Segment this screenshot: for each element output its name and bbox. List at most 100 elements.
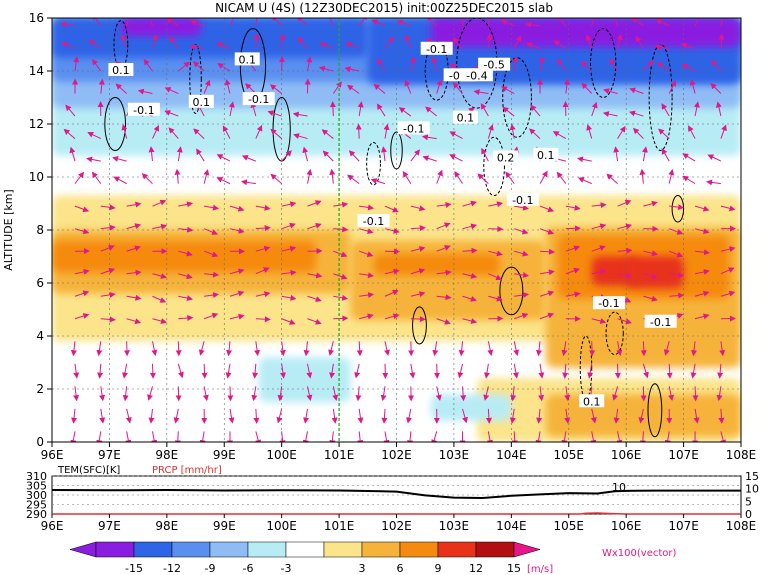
- wind-vector: [328, 341, 335, 356]
- wind-vector: [178, 315, 194, 321]
- temperature-tick-label: 310: [26, 470, 47, 483]
- colorbar-boxes: [69, 541, 541, 558]
- wind-vector: [99, 408, 106, 424]
- wind-vector: [174, 431, 181, 442]
- wind-vector: [502, 106, 515, 117]
- surface-x-tick-label: 105E: [554, 519, 585, 533]
- wind-vector: [396, 19, 412, 27]
- wind-vector: [357, 101, 364, 117]
- wind-vector: [74, 268, 90, 275]
- wind-vector: [669, 292, 685, 299]
- wind-vector: [100, 204, 116, 211]
- wind-vector: [115, 83, 127, 94]
- y-tick-label: 2: [36, 382, 44, 396]
- wind-vector: [199, 431, 206, 442]
- colorbar-box: [285, 541, 325, 558]
- contour-label-box: [493, 150, 519, 164]
- colorbar-box: [399, 541, 439, 558]
- temperature-tick-label: 290: [26, 508, 47, 521]
- wind-vector: [333, 273, 348, 280]
- contour-label-box: [592, 296, 625, 310]
- wind-vector: [613, 146, 620, 162]
- wind-vector: [100, 267, 115, 275]
- wind-vector: [553, 40, 567, 49]
- wind-vector: [203, 228, 218, 235]
- wind-vector: [178, 250, 193, 257]
- wind-vector: [613, 408, 620, 424]
- wind-vector: [657, 62, 670, 72]
- wind-vector: [694, 18, 702, 27]
- contour-line: [390, 131, 403, 170]
- wind-vector: [539, 290, 555, 297]
- wind-vector: [86, 156, 101, 163]
- surface-x-tick-label: 97E: [98, 519, 121, 533]
- wind-vector: [198, 341, 205, 356]
- wind-vector: [177, 363, 184, 379]
- wind-vector: [255, 291, 271, 298]
- wind-vector: [718, 33, 725, 49]
- wind-vector: [122, 386, 129, 402]
- wind-vector: [529, 128, 541, 139]
- wind-vector: [410, 268, 426, 275]
- wind-vector: [720, 18, 723, 27]
- wind-vector: [355, 123, 362, 139]
- wind-vector: [112, 155, 127, 162]
- contour-label: 0.1: [537, 149, 555, 162]
- wind-vector: [357, 431, 364, 442]
- wind-vector: [333, 201, 349, 208]
- wind-vector: [216, 42, 231, 49]
- x-axis: 96E 97E 98E 99E 100E 101E 102E 103E 104E 105E 106E…: [41, 442, 756, 462]
- wind-vector: [113, 176, 127, 185]
- wind-vector: [693, 408, 700, 424]
- wind-vector: [510, 386, 517, 402]
- wind-vector: [318, 65, 334, 72]
- wind-vector: [241, 155, 257, 162]
- wind-vector: [204, 204, 219, 211]
- wind-vector: [384, 227, 400, 234]
- wind-vector: [611, 18, 619, 27]
- wind-vector: [436, 201, 452, 208]
- wind-vector: [539, 312, 555, 320]
- wind-vector: [217, 63, 231, 72]
- wind-vector: [539, 170, 548, 184]
- y-tick-label: 6: [36, 276, 44, 290]
- wind-vector: [329, 101, 336, 117]
- wind-vector: [331, 408, 338, 424]
- wind-vector: [245, 83, 257, 94]
- wind-vector: [253, 33, 260, 49]
- colorbar-tick-label: 6: [397, 562, 404, 575]
- contour-label: 0.1: [193, 96, 211, 109]
- wind-vector: [147, 386, 153, 401]
- wind-vector: [591, 268, 607, 275]
- surface-x-tick-label: 103E: [439, 519, 470, 533]
- colorbar-tick-label: 12: [469, 562, 483, 575]
- wind-vector: [565, 267, 581, 275]
- wind-vector: [91, 58, 102, 72]
- wind-vector: [668, 169, 675, 184]
- wind-vector: [603, 88, 618, 95]
- wind-vector: [178, 273, 193, 280]
- wind-vector: [654, 44, 670, 51]
- wind-vector: [329, 431, 336, 442]
- wind-vector: [126, 294, 142, 301]
- wind-vector: [125, 431, 132, 442]
- wind-vector: [203, 250, 219, 258]
- wind-vector: [189, 44, 205, 51]
- wind-vector: [617, 199, 632, 207]
- wind-vector: [203, 169, 210, 184]
- wind-vector: [168, 127, 179, 139]
- precipitation-tick-label: 0: [745, 508, 752, 521]
- temperature-tick-label: 295: [26, 499, 47, 512]
- wind-vector: [302, 431, 309, 442]
- wind-vector: [669, 204, 685, 211]
- wind-vector: [196, 148, 205, 162]
- wind-vector: [511, 431, 518, 442]
- wind-vector: [307, 318, 322, 325]
- wind-vector: [229, 313, 245, 320]
- wind-vector: [591, 18, 597, 27]
- wind-vector: [458, 341, 465, 357]
- wind-vector: [165, 18, 179, 27]
- wind-vector: [359, 204, 375, 211]
- precipitation-tick-label: 10: [745, 483, 759, 496]
